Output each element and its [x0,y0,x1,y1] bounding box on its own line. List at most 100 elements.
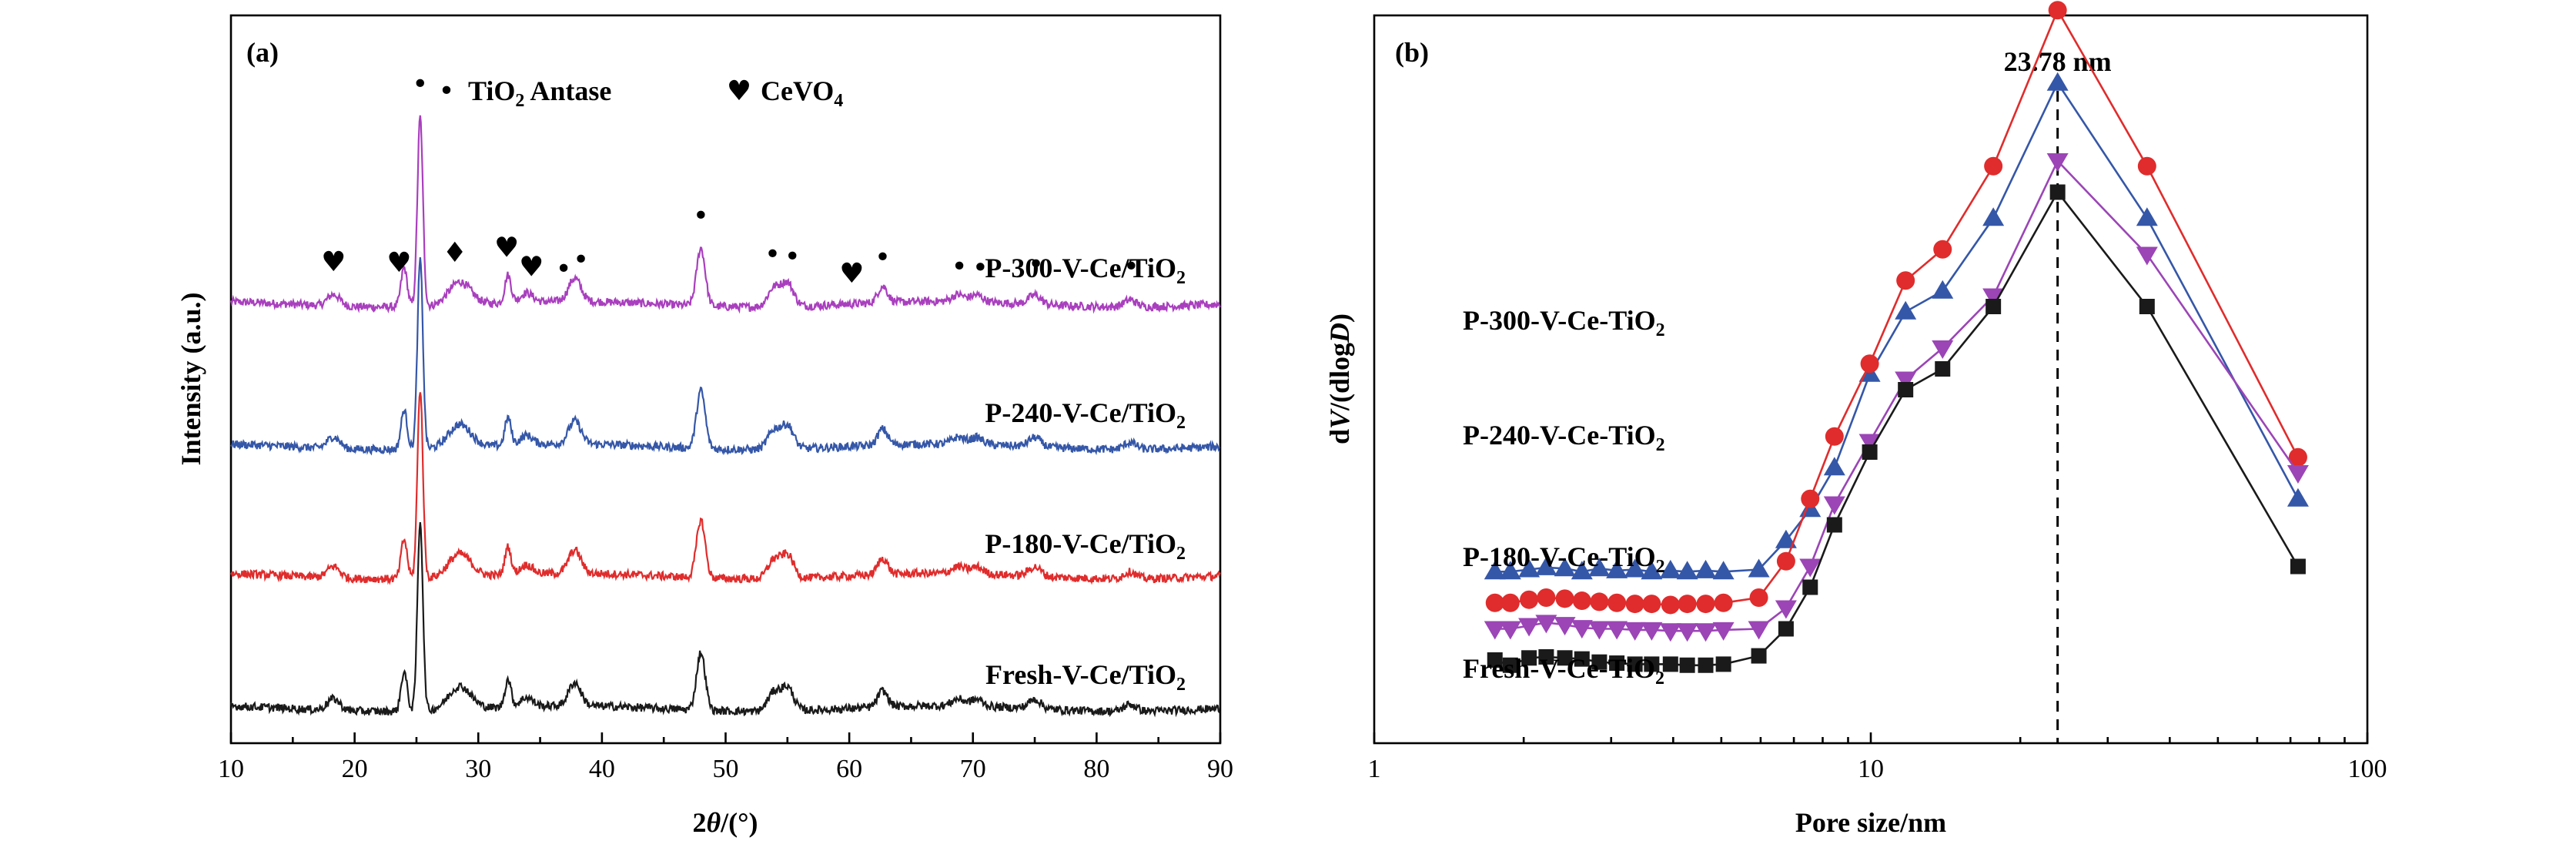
pore-data-point [1932,340,1954,359]
pore-data-point [1662,656,1678,672]
pore-series [1484,153,2309,642]
pore-data-point [1574,651,1590,667]
pore-data-point [1896,271,1915,290]
pore-x-axis-label: Pore size/nm [1795,807,1946,838]
pore-data-point [1984,156,2003,176]
pore-data-point [1935,361,1951,377]
pore-data-point [1554,558,1576,577]
pore-data-point [1641,561,1663,580]
xrd-phase-marker: • [412,69,428,100]
pore-data-point [2046,153,2069,172]
pore-data-point [1775,600,1797,619]
xrd-phase-marker: • [1123,251,1139,283]
xrd-phase-marker: ♥ [494,233,519,264]
pore-series [1485,1,2307,615]
pore-data-point [1715,656,1731,672]
xrd-phase-marker: ♥ [386,247,411,279]
pore-data-point [1537,588,1556,607]
pore-series-label: P-180-V-Ce-TiO2 [1463,541,1665,577]
pore-data-point [1712,561,1735,580]
pore-data-point [1694,559,1717,578]
xrd-phase-marker: • [693,200,709,232]
pore-data-point [2136,207,2158,226]
xrd-phase-markers: •♥ ♥ ♦ ♥♥ • ••• •♥• • • • • [321,69,1139,290]
pore-data-point [1627,656,1643,672]
pore-data-point [1858,434,1881,453]
pore-data-point [1571,561,1593,580]
xrd-x-tick-label: 80 [1083,755,1109,783]
pore-data-point [1607,593,1627,612]
xrd-series-label: P-300-V-Ce/TiO2 [985,253,1186,288]
pore-data-point [1502,657,1518,673]
pore-data-point [2288,447,2307,467]
pore-data-point [1982,288,2005,307]
xrd-panel: (a) 10 20 30 40 50 60 70 80 90 •♥ ♥ ♦ ♥♥ • ••• •♥• • • • •… [176,14,1233,838]
xrd-series-labels: P-300-V-Ce/TiO2 P-240-V-Ce/TiO2 P-180-V-Ce… [985,253,1186,695]
xrd-x-tick-label: 40 [589,755,615,783]
pore-data-point [1694,623,1717,642]
xrd-phase-marker: • [555,253,571,285]
pore-data-point [1606,559,1628,578]
xrd-phase-marker: ♥ [321,246,346,278]
xrd-x-tick-label: 10 [218,755,244,783]
pore-data-point [1535,615,1557,634]
pore-data-point [1557,650,1573,666]
pore-series [1484,72,2309,580]
xrd-phase-marker: • [785,241,801,273]
xrd-legend-label: CeVO4 [761,75,843,111]
pore-data-point [1500,593,1520,612]
pore-data-point [1676,561,1698,580]
pore-data-point [1644,656,1660,672]
pore-data-point [1590,592,1609,611]
xrd-series-label: P-180-V-Ce/TiO2 [985,528,1186,564]
pore-series-labels: P-300-V-Ce-TiO2 P-240-V-Ce-TiO2 P-180-V-Ce… [1463,305,1665,689]
pore-series-label: P-240-V-Ce-TiO2 [1463,420,1665,455]
pore-data-point [1641,622,1663,641]
pore-data-point [1609,655,1625,672]
pore-data-point [1499,561,1521,580]
xrd-x-tick-label: 30 [465,755,491,783]
pore-data-point [1538,648,1554,665]
xrd-curve [229,115,1221,314]
pore-data-point [1825,427,1844,446]
xrd-curve [229,521,1220,718]
xrd-curve [230,392,1221,585]
xrd-y-axis-label: Intensity (a.u.) [176,292,206,465]
pore-data-point [1823,496,1845,515]
pore-data-point [1518,558,1541,578]
xrd-series-label: Fresh-V-Ce/TiO2 [985,659,1186,695]
xrd-phase-marker: • [764,239,781,270]
pore-x-ticks: 1 10 100 [1368,732,2387,783]
pore-data-point [1484,561,1506,580]
xrd-legend-label: TiO2 Antase [468,75,611,111]
pore-data-point [1799,558,1822,578]
pore-data-point [1661,595,1680,615]
pore-data-point [1714,593,1733,612]
pore-data-point [1554,617,1576,636]
pore-data-point [1485,593,1504,612]
pore-data-point [1624,558,1646,578]
pore-data-point [1642,595,1661,614]
pore-data-point [1659,559,1681,578]
xrd-phase-marker: ♦ [443,237,467,269]
pore-data-point [2136,246,2158,266]
pore-x-tick-label: 100 [2348,755,2387,783]
pore-data-point [1895,371,1917,390]
xrd-plot-frame [229,14,1222,745]
pore-data-point [1749,588,1768,607]
xrd-phase-marker: ♥ [519,251,544,283]
pore-data-point [2137,156,2156,176]
pore-data-point [1571,620,1593,639]
xrd-x-axis-label: 2θ/(°) [692,807,758,838]
pore-series-label: Fresh-V-Ce-TiO2 [1463,653,1664,689]
pore-data-point [2048,1,2067,20]
pore-data-point [1776,551,1795,571]
xrd-legend: • TiO2 Antase ♥ CeVO4 [438,75,843,111]
pore-data-point [1676,623,1698,642]
xrd-phase-marker: • [972,252,989,283]
pore-data-point [1520,590,1539,609]
pore-data-point [1591,654,1607,670]
pore-data-point [1521,650,1537,666]
xrd-phase-marker: • [951,251,967,283]
